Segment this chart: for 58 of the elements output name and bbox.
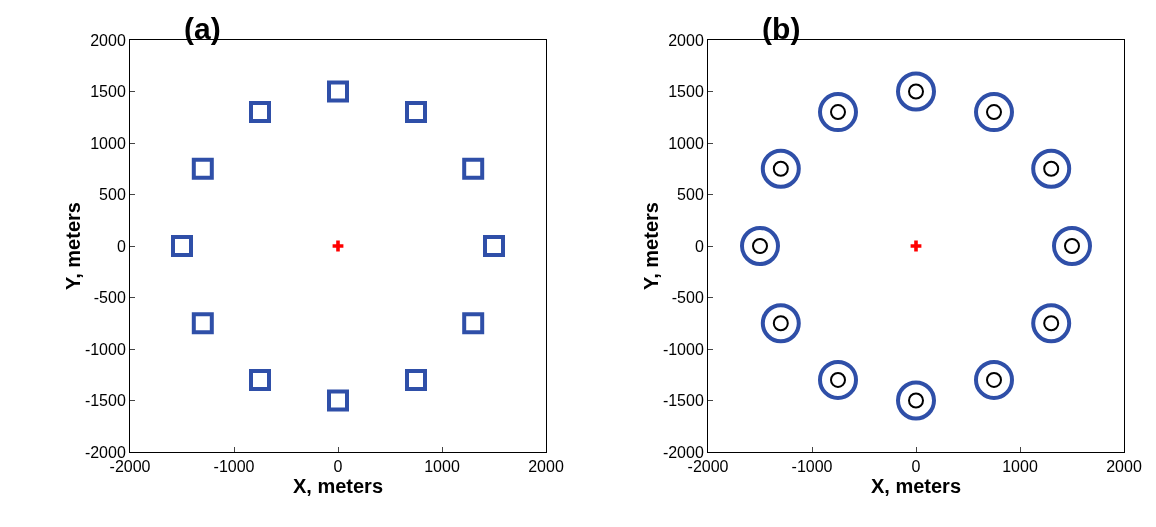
- y-tick-label: -1000: [84, 340, 126, 358]
- point: [1031, 148, 1072, 189]
- point: [405, 101, 427, 124]
- x-tick-label: 2000: [528, 458, 564, 476]
- chart-title: (b): [762, 12, 801, 46]
- x-tick-label: -1000: [791, 458, 833, 476]
- point: [760, 303, 801, 344]
- y-tick-label: 500: [99, 186, 126, 204]
- point: [483, 235, 505, 257]
- x-tick-label: 0: [333, 458, 343, 476]
- point: [760, 148, 801, 189]
- x-tick-label: 1000: [424, 458, 460, 476]
- point: [191, 312, 214, 335]
- x-tick-label: -1000: [213, 458, 255, 476]
- y-tick-label: -1500: [662, 392, 704, 410]
- point: [249, 101, 271, 124]
- point: [249, 368, 271, 391]
- point: [171, 235, 193, 257]
- y-tick-label: 1500: [668, 83, 704, 101]
- y-tick-label: 0: [694, 237, 704, 255]
- point: [974, 359, 1014, 400]
- x-tick-label: 2000: [1106, 458, 1142, 476]
- point: [332, 240, 344, 252]
- y-tick-label: 1500: [90, 83, 126, 101]
- point: [327, 80, 349, 103]
- y-tick-label: -1500: [84, 392, 126, 410]
- x-axis-title: X, meters: [292, 475, 384, 498]
- point: [910, 240, 922, 252]
- point: [462, 312, 485, 335]
- point: [327, 389, 349, 412]
- y-tick-label: 500: [677, 186, 704, 204]
- point: [896, 71, 936, 112]
- y-tick-label: 2000: [668, 31, 704, 49]
- chart-title: (a): [184, 12, 221, 46]
- x-tick-label: 1000: [1002, 458, 1038, 476]
- y-tick-label: -500: [671, 289, 704, 307]
- y-axis-title: Y, meters: [62, 202, 84, 290]
- y-tick-label: -2000: [662, 443, 704, 461]
- point: [462, 157, 485, 180]
- x-axis-title: X, meters: [870, 475, 962, 498]
- y-tick-label: 1000: [668, 134, 704, 152]
- point: [818, 92, 858, 133]
- point: [896, 380, 936, 421]
- point: [974, 92, 1014, 133]
- x-tick-label: 0: [911, 458, 921, 476]
- y-tick-label: -1000: [662, 340, 704, 358]
- y-tick-label: -2000: [84, 443, 126, 461]
- y-tick-label: -500: [93, 289, 126, 307]
- point: [191, 157, 214, 180]
- point: [818, 359, 858, 400]
- point: [1052, 226, 1092, 266]
- y-tick-label: 0: [116, 237, 126, 255]
- point: [740, 226, 780, 266]
- y-tick-label: 2000: [90, 31, 126, 49]
- y-tick-label: 1000: [90, 134, 126, 152]
- point: [1031, 303, 1072, 344]
- y-axis-title: Y, meters: [640, 202, 662, 290]
- point: [405, 368, 427, 391]
